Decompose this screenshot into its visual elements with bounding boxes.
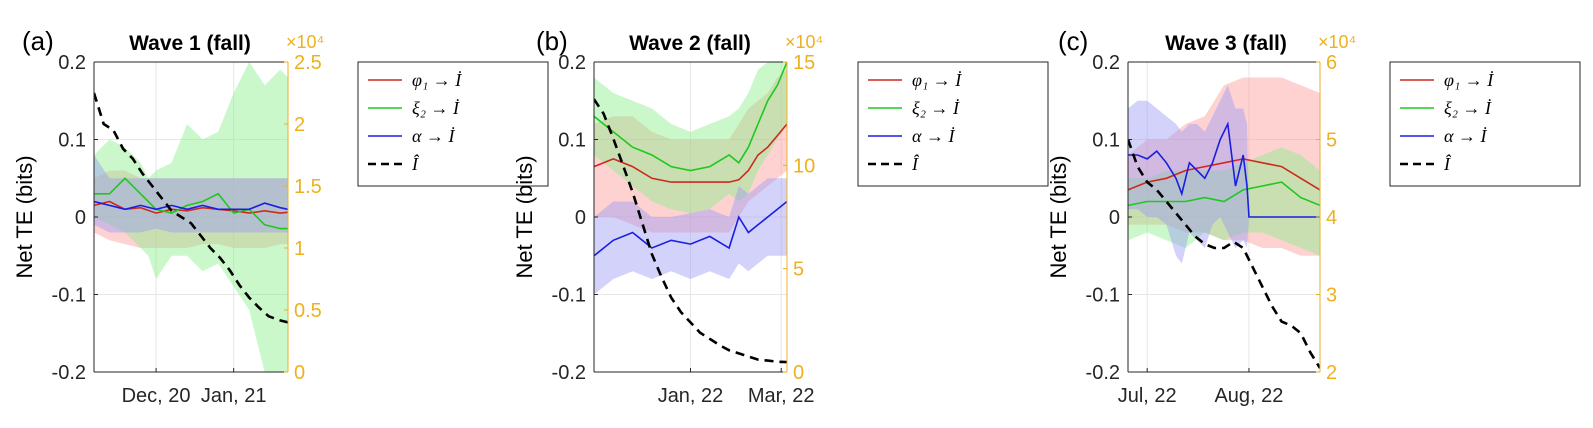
y-tick-label: -0.1 — [1086, 285, 1120, 307]
panel-b: 0.2 0.1 0 -0.1 -0.2 15 10 5 0 ×10⁴ Jan, 22 Mar, 22 W… — [512, 26, 1049, 407]
legend-label-1: ξ₂ → İ — [912, 98, 960, 118]
y2-tick-label: 5 — [793, 259, 804, 281]
series-line-1 — [594, 62, 787, 172]
series-line-1 — [1128, 181, 1320, 207]
y-tick-label: 0.1 — [558, 130, 586, 152]
series-line-0 — [1128, 158, 1320, 191]
chart-title: Wave 3 (fall) — [1165, 32, 1287, 55]
series-line-1 — [94, 177, 288, 230]
y-tick-label: 0.2 — [558, 52, 586, 74]
legend: φ₁ → İ ξ₂ → İ α → İ Î — [357, 61, 549, 187]
legend-label-3: Î — [411, 153, 420, 174]
y-tick-label: 0.2 — [1092, 52, 1120, 74]
x-tick-label: Jul, 22 — [1118, 385, 1177, 407]
legend-label-0: φ₁ → İ — [1444, 70, 1494, 90]
series-line-2 — [594, 200, 787, 257]
y2-tick-label: 1.5 — [294, 176, 322, 198]
y-axis-label: Net TE (bits) — [512, 155, 537, 278]
y2-tick-label: 2.5 — [294, 52, 322, 74]
y2-multiplier: ×10⁴ — [1318, 32, 1356, 52]
x-tick-label: Jan, 22 — [658, 385, 724, 407]
panel-label: (b) — [536, 26, 568, 56]
y2-tick-label: 2 — [294, 114, 305, 136]
confidence-band-1 — [594, 62, 787, 214]
y-tick-label: -0.2 — [552, 362, 586, 384]
confidence-band-1 — [94, 62, 288, 372]
x-tick-label: Dec, 20 — [122, 385, 191, 407]
legend-label-1: ξ₂ → İ — [1444, 98, 1492, 118]
series-line-3 — [94, 92, 288, 324]
legend-label-3: Î — [1443, 153, 1452, 174]
series-line-3 — [1128, 139, 1320, 369]
y2-tick-label: 6 — [1326, 52, 1337, 74]
legend-label-2: α → İ — [912, 126, 955, 146]
y-tick-label: -0.1 — [52, 285, 86, 307]
y-tick-label: 0.1 — [58, 130, 86, 152]
series-line-3 — [594, 98, 787, 364]
y2-tick-label: 0 — [294, 362, 305, 384]
plot-area — [594, 62, 787, 364]
y-tick-label: 0 — [575, 207, 586, 229]
legend-box — [357, 61, 549, 187]
y-axis-label: Net TE (bits) — [12, 155, 37, 278]
y2-tick-label: 5 — [1326, 130, 1337, 152]
panel-label: (c) — [1058, 26, 1088, 56]
y-tick-label: 0 — [75, 207, 86, 229]
panel-label: (a) — [22, 26, 54, 56]
panel-c: 0.2 0.1 0 -0.1 -0.2 6 5 4 3 2 ×10⁴ Jul, 22 Aug, 22 Wa… — [1046, 26, 1581, 407]
legend-box — [1389, 61, 1581, 187]
y-tick-label: -0.1 — [552, 285, 586, 307]
confidence-band-2 — [594, 178, 787, 295]
legend-label-2: α → İ — [1444, 126, 1487, 146]
y-tick-label: -0.2 — [1086, 362, 1120, 384]
y2-tick-label: 10 — [793, 155, 815, 177]
confidence-band-2 — [94, 155, 288, 233]
legend-label-3: Î — [911, 153, 920, 174]
y2-tick-label: 0 — [793, 362, 804, 384]
y2-tick-label: 2 — [1326, 362, 1337, 384]
confidence-band-2 — [1128, 85, 1320, 264]
y-axis-label: Net TE (bits) — [1046, 155, 1071, 278]
panel-a: 0.2 0.1 0 -0.1 -0.2 2.5 2 1.5 1 0.5 0 ×10⁴ Dec, 20 Ja… — [12, 26, 549, 407]
y2-tick-label: 4 — [1326, 207, 1337, 229]
legend-label-0: φ₁ → İ — [912, 70, 962, 90]
series-line-2 — [1128, 121, 1320, 218]
plot-area — [94, 62, 288, 372]
y2-multiplier: ×10⁴ — [286, 32, 324, 52]
x-tick-label: Mar, 22 — [748, 385, 815, 407]
y2-tick-label: 15 — [793, 52, 815, 74]
series-line-2 — [94, 200, 288, 211]
x-tick-label: Jan, 21 — [201, 385, 267, 407]
y-tick-label: -0.2 — [52, 362, 86, 384]
x-tick-label: Aug, 22 — [1214, 385, 1283, 407]
plot-area — [1128, 77, 1320, 369]
legend: φ₁ → İ ξ₂ → İ α → İ Î — [857, 61, 1049, 187]
legend: φ₁ → İ ξ₂ → İ α → İ Î — [1389, 61, 1581, 187]
chart-title: Wave 1 (fall) — [129, 32, 251, 55]
legend-box — [857, 61, 1049, 187]
legend-label-0: φ₁ → İ — [412, 70, 462, 90]
y2-tick-label: 0.5 — [294, 300, 322, 322]
chart-title: Wave 2 (fall) — [629, 32, 751, 55]
y2-multiplier: ×10⁴ — [785, 32, 823, 52]
y-tick-label: 0 — [1109, 207, 1120, 229]
y-tick-label: 0.1 — [1092, 130, 1120, 152]
y2-tick-label: 1 — [294, 238, 305, 260]
confidence-band-0 — [1128, 77, 1320, 256]
confidence-band-0 — [594, 69, 787, 233]
series-line-0 — [594, 123, 787, 183]
legend-label-2: α → İ — [412, 126, 455, 146]
y-tick-label: 0.2 — [58, 52, 86, 74]
y2-tick-label: 3 — [1326, 285, 1337, 307]
legend-label-1: ξ₂ → İ — [412, 98, 460, 118]
